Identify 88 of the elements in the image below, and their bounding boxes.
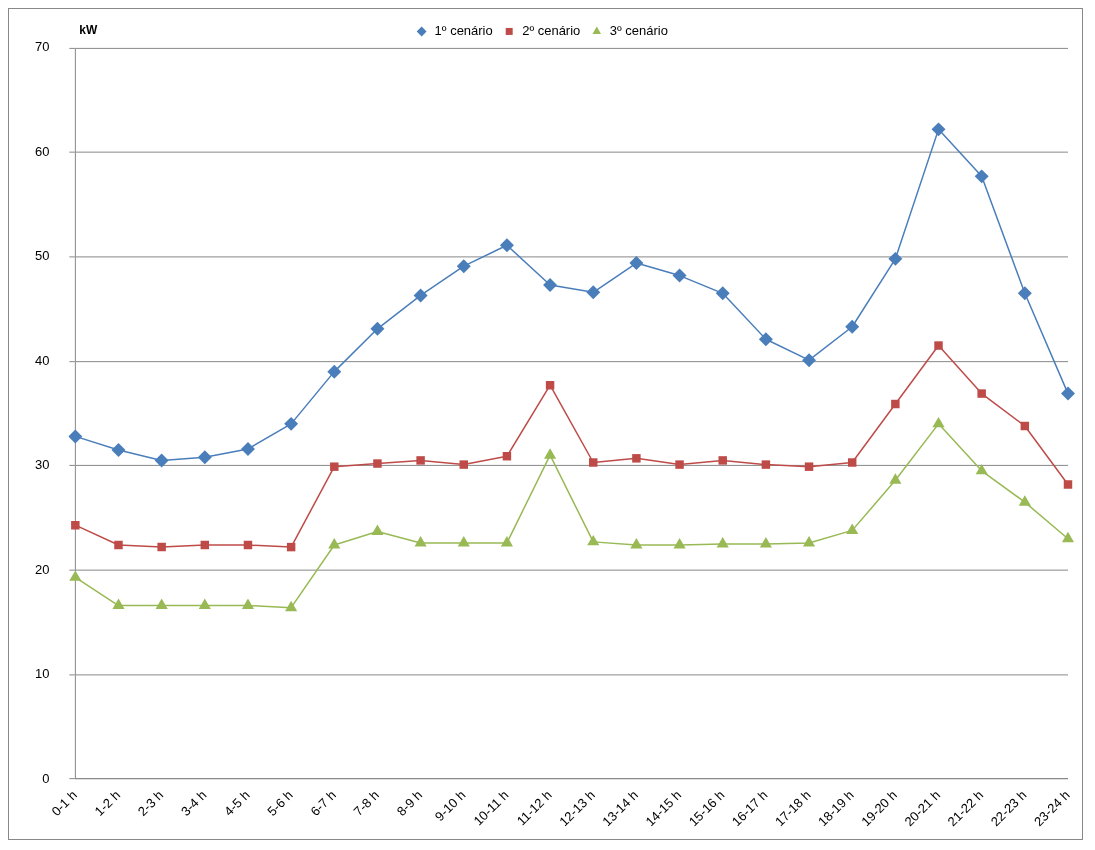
x-tick-label: 1-2 h: [91, 787, 124, 819]
point: [112, 598, 125, 610]
point: [587, 534, 600, 546]
point: [675, 460, 684, 469]
point: [977, 389, 986, 398]
point: [718, 456, 727, 465]
point: [932, 416, 945, 428]
point: [589, 458, 598, 467]
x-tick-label: 0-1 h: [48, 787, 80, 819]
y-tick-label: 10: [34, 666, 50, 682]
x-tick-label: 6-7 h: [307, 787, 339, 819]
point: [891, 399, 900, 409]
point: [586, 285, 601, 300]
point: [629, 256, 644, 271]
point: [327, 364, 342, 379]
point: [111, 442, 126, 457]
x-tick-label: 8-9 h: [393, 787, 426, 819]
y-tick-label: 40: [34, 352, 50, 368]
point: [373, 459, 382, 468]
point: [240, 441, 255, 456]
point: [197, 450, 212, 465]
x-tick-label: 9-10 h: [431, 787, 469, 825]
point: [804, 462, 814, 471]
point: [630, 538, 643, 549]
point: [198, 598, 211, 610]
point: [71, 520, 80, 530]
point: [975, 463, 988, 475]
point: [802, 535, 816, 547]
legend-label: 2º cenário: [522, 23, 581, 39]
point: [1018, 495, 1031, 506]
point: [632, 454, 641, 463]
point: [847, 458, 857, 467]
point: [416, 456, 425, 465]
point: [459, 460, 468, 469]
point: [370, 321, 385, 336]
point: [500, 535, 513, 547]
y-tick-label: 30: [34, 457, 50, 473]
point: [285, 600, 298, 612]
point: [934, 341, 943, 350]
point: [499, 238, 514, 253]
point: [758, 332, 773, 347]
y-tick-label: 70: [34, 39, 50, 55]
point: [715, 286, 730, 301]
point: [371, 524, 384, 535]
point: [931, 122, 946, 137]
point: [457, 535, 470, 547]
y-tick-label: 20: [34, 561, 50, 577]
point: [543, 277, 558, 292]
point: [845, 319, 860, 334]
point: [69, 570, 82, 581]
x-tick-label: 5-6 h: [264, 787, 296, 819]
legend-label: 3º cenário: [609, 23, 668, 39]
x-tick-label: 4-5 h: [221, 787, 253, 819]
point: [413, 288, 428, 303]
legend-label: 1º cenário: [434, 23, 493, 39]
point: [672, 268, 687, 283]
point: [114, 540, 123, 550]
point: [889, 473, 902, 484]
point: [974, 169, 989, 184]
x-tick-label: 2-3 h: [134, 787, 167, 819]
point: [759, 536, 772, 548]
y-tick-label: 0: [42, 770, 50, 786]
point: [241, 598, 255, 610]
point: [802, 353, 817, 368]
point: [544, 448, 557, 459]
point: [328, 538, 341, 549]
point: [716, 536, 729, 548]
point: [414, 535, 427, 547]
point: [155, 598, 168, 610]
point: [284, 416, 299, 431]
point: [761, 460, 771, 469]
y-tick-label: 60: [34, 143, 50, 159]
point: [1061, 386, 1075, 401]
point: [673, 538, 686, 549]
x-tick-label: 7-8 h: [350, 787, 383, 819]
point: [456, 259, 471, 274]
point: [1061, 531, 1075, 543]
point: [888, 251, 903, 266]
point: [330, 462, 339, 471]
point: [1063, 480, 1073, 489]
x-tick-label: 3-4 h: [177, 787, 210, 819]
point: [154, 453, 169, 468]
y-axis-title: kW: [79, 23, 98, 38]
point: [1017, 286, 1032, 301]
point: [157, 542, 166, 552]
y-tick-label: 50: [34, 248, 50, 264]
point: [846, 523, 859, 534]
point: [68, 429, 83, 444]
